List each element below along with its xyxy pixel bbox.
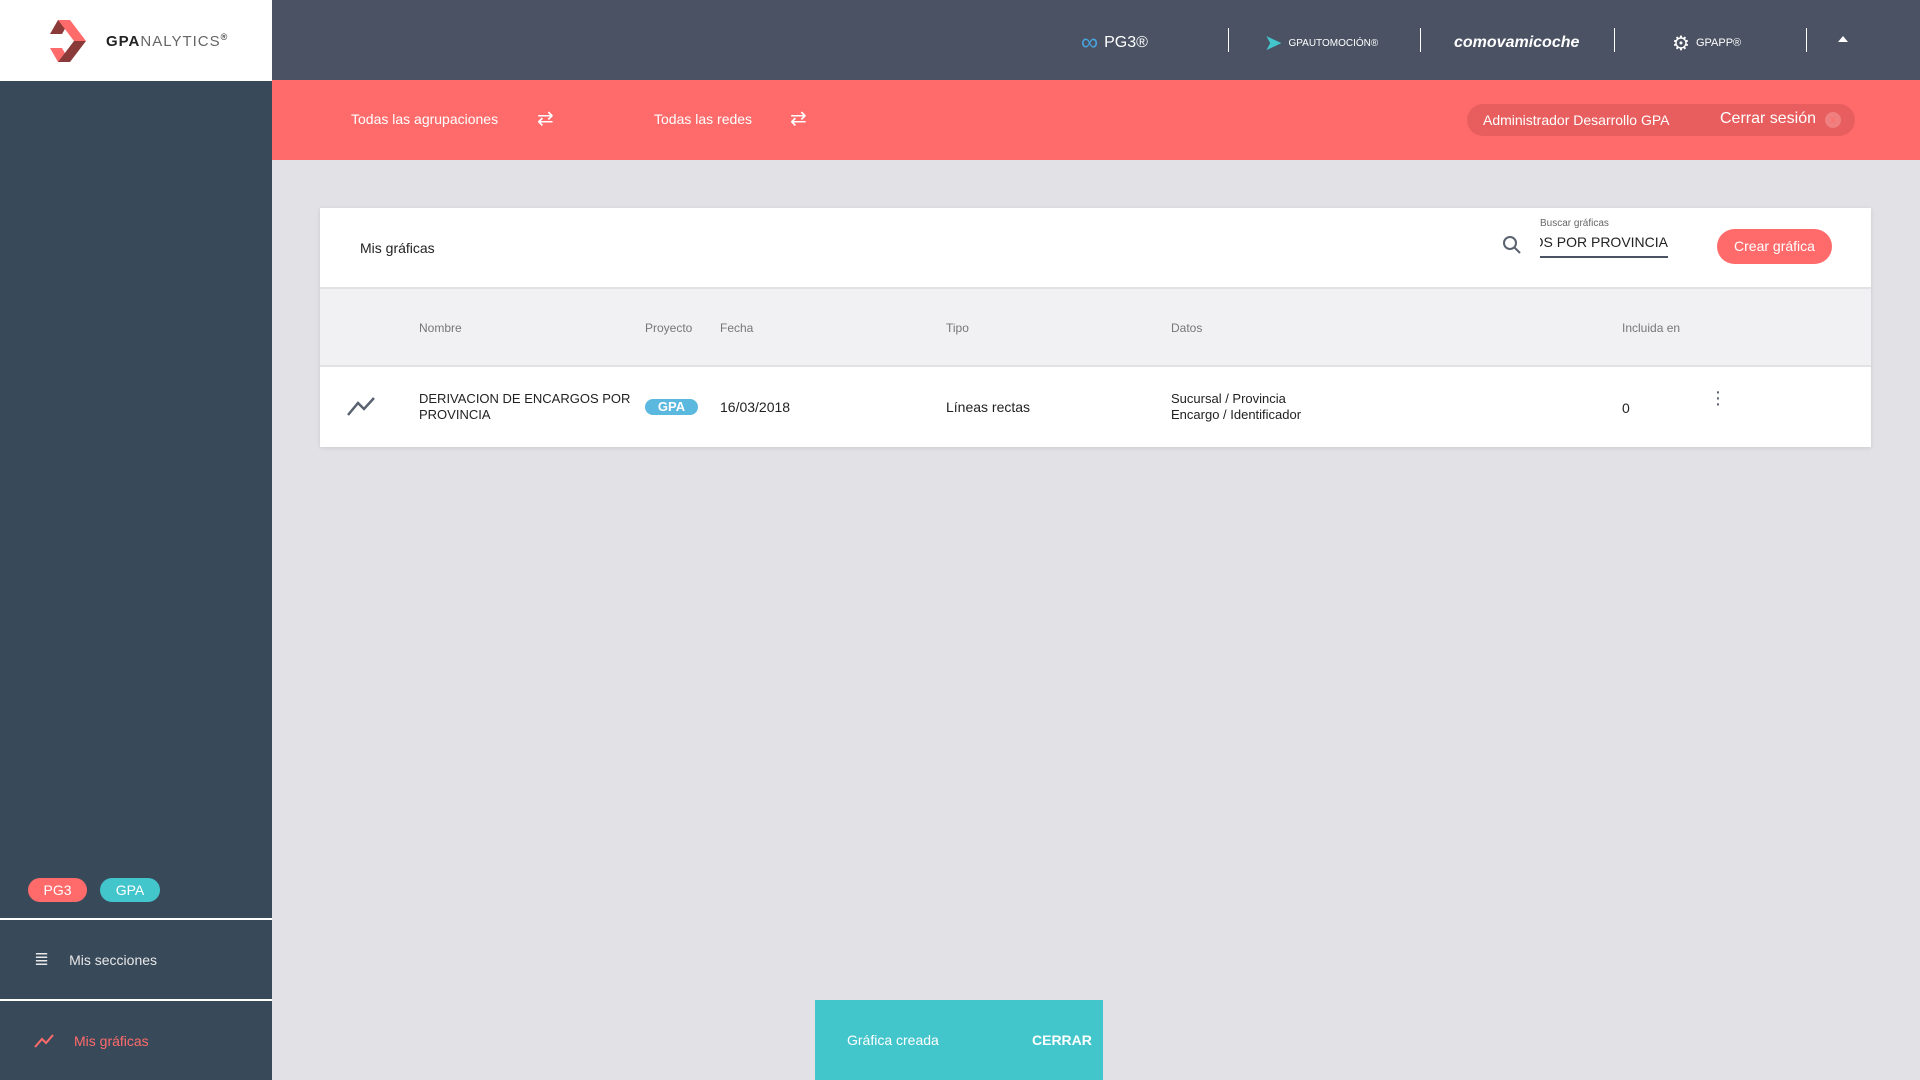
redes-filter[interactable]: Todas las redes [654, 111, 753, 127]
divider [1420, 28, 1421, 52]
close-icon[interactable]: x [1825, 112, 1841, 128]
brand-pg3[interactable]: ∞ PG3® [1081, 29, 1148, 56]
sidebar: PG3 GPA ≣ Mis secciones Mis gráficas [0, 81, 272, 1080]
col-incluida[interactable]: Incluida en [1622, 321, 1681, 335]
gpautomocion-logo-icon: ➤ [1264, 30, 1283, 55]
col-datos[interactable]: Datos [1171, 321, 1203, 335]
line-chart-icon [347, 397, 375, 416]
user-name: Administrador Desarrollo GPA [1483, 112, 1670, 128]
datos-line: Sucursal / Provincia [1171, 391, 1286, 406]
divider [1806, 28, 1807, 52]
gpapp-logo-icon: ⚙ [1672, 32, 1690, 55]
swap-icon[interactable]: ⇄ [537, 108, 554, 130]
list-icon: ≣ [34, 949, 50, 969]
caret-up-icon[interactable] [1838, 36, 1848, 42]
brand-gpapp[interactable]: ⚙ GPAPP® [1672, 32, 1742, 55]
charts-card: Mis gráficas Buscar gráficas DERIVACION … [320, 208, 1871, 447]
table-row[interactable]: DERIVACION DE ENCARGOS POR PROVINCIA GPA… [320, 367, 1871, 447]
row-fecha: 16/03/2018 [720, 399, 791, 415]
create-chart-button[interactable]: Crear gráfica [1717, 229, 1832, 264]
snackbar: Gráfica creada CERRAR [815, 1000, 1103, 1080]
datos-line: Encargo / Identificador [1171, 407, 1302, 422]
search-icon[interactable] [1502, 235, 1522, 255]
search-label: Buscar gráficas [1540, 218, 1609, 229]
card-title: Mis gráficas [360, 240, 435, 256]
brand-comovamicoche[interactable]: comovamicoche [1454, 34, 1580, 51]
row-tipo: Líneas rectas [946, 399, 1031, 415]
logout-button[interactable]: Cerrar sesión [1720, 110, 1817, 127]
more-options-icon[interactable]: · · · [1714, 381, 1722, 415]
row-datos: Sucursal / Provincia Encargo / Identifica… [1171, 391, 1301, 423]
sidebar-item-mis-graficas[interactable]: Mis gráficas [0, 999, 272, 1080]
brand-gpautomocion[interactable]: ➤ GPAUTOMOCIÓN® [1264, 30, 1379, 55]
agrupaciones-filter[interactable]: Todas las agrupaciones [351, 111, 499, 127]
sidebar-item-mis-secciones[interactable]: ≣ Mis secciones [0, 918, 272, 999]
col-proyecto[interactable]: Proyecto [645, 321, 693, 335]
pg3-logo-icon: ∞ [1081, 29, 1099, 56]
row-incluida: 0 [1622, 400, 1630, 416]
col-nombre[interactable]: Nombre [419, 321, 462, 335]
divider [1614, 28, 1615, 52]
filter-bar: Todas las agrupaciones ⇄ Todas las redes… [272, 80, 1920, 160]
swap-icon[interactable]: ⇄ [790, 108, 807, 130]
tag-pg3[interactable]: PG3 [28, 878, 87, 902]
snackbar-close-button[interactable]: CERRAR [1032, 1032, 1092, 1048]
top-bar: ∞ PG3® ➤ GPAUTOMOCIÓN® comovamicoche ⚙ GPAP… [272, 0, 1920, 80]
user-pill: Administrador Desarrollo GPA Cerrar sesi… [1467, 104, 1855, 136]
line-chart-icon [34, 1033, 54, 1048]
app-logo[interactable]: GPANALYTICS® [0, 0, 272, 81]
snackbar-message: Gráfica creada [847, 1032, 939, 1048]
row-nombre: DERIVACION DE ENCARGOS POR PROVINCIA [419, 391, 631, 422]
search-input[interactable]: DERIVACION DE ENCARGOS POR PROVINCIA [1540, 234, 1668, 258]
tag-gpa[interactable]: GPA [100, 878, 160, 902]
divider [1228, 28, 1229, 52]
col-tipo[interactable]: Tipo [946, 321, 969, 335]
col-fecha[interactable]: Fecha [720, 321, 754, 335]
project-badge: GPA [645, 399, 698, 415]
table-header: Nombre Proyecto Fecha Tipo Datos Incluid… [320, 287, 1871, 367]
logo-icon [50, 19, 86, 62]
logo-text: GPANALYTICS® [106, 31, 229, 50]
